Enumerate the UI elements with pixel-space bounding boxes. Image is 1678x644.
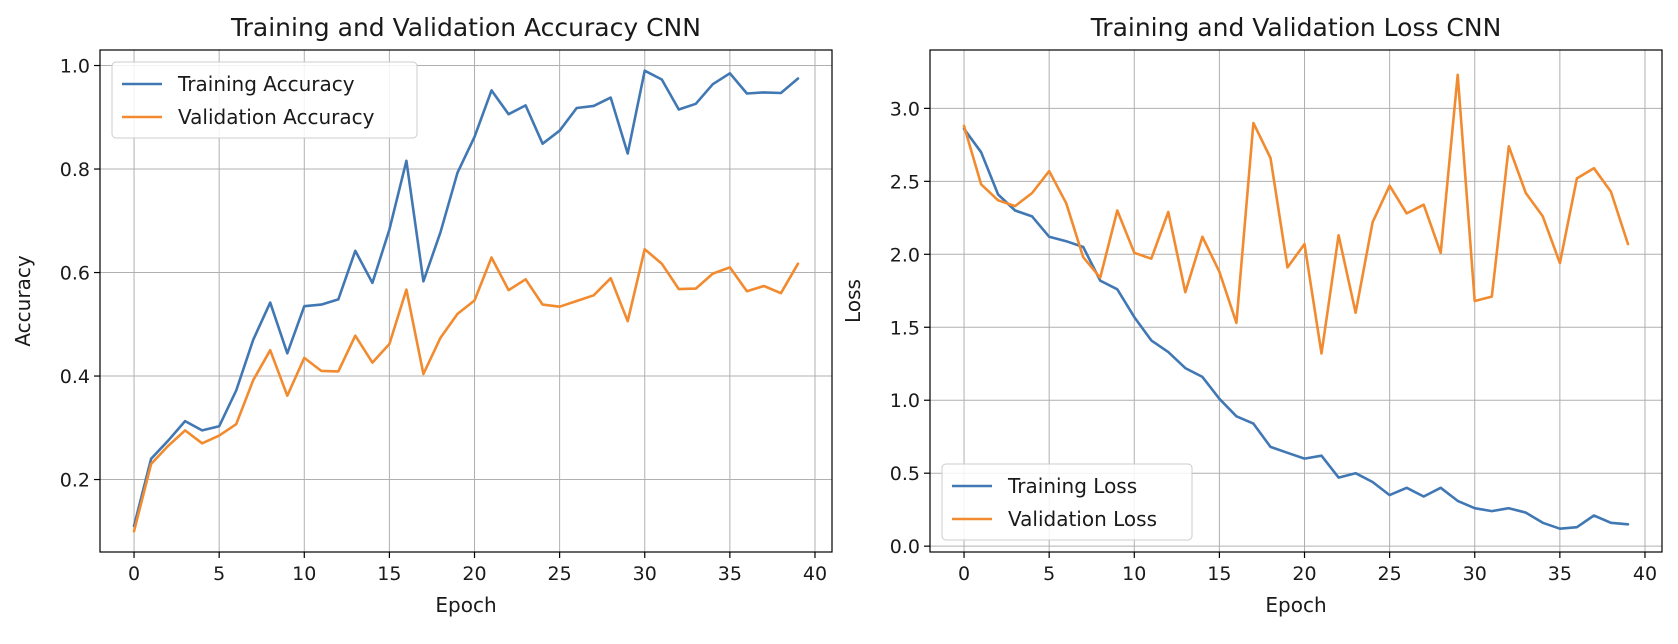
x-tick-label: 40 [1633, 563, 1657, 585]
legend-box [941, 463, 1193, 541]
x-tick-label: 35 [718, 563, 742, 585]
legend-label: Training Accuracy [177, 72, 355, 96]
x-tick-label: 25 [548, 563, 572, 585]
x-tick-label: 15 [377, 563, 401, 585]
legend: Training Accuracy Validation Accuracy [111, 61, 418, 139]
y-tick-label: 1.0 [890, 390, 920, 412]
legend: Training Loss Validation Loss [941, 463, 1193, 541]
y-axis-label: Accuracy [11, 255, 35, 346]
x-tick-label: 40 [803, 563, 827, 585]
x-tick-label: 15 [1207, 563, 1231, 585]
y-tick-label: 0.6 [60, 263, 90, 285]
x-tick-label: 20 [1292, 563, 1316, 585]
series-line-validation-loss [962, 73, 1630, 355]
x-tick-label: 5 [213, 563, 225, 585]
x-tick-label: 10 [292, 563, 316, 585]
plot-frame [99, 49, 833, 553]
x-tick-label: 30 [633, 563, 657, 585]
x-tick-label: 0 [128, 563, 140, 585]
x-tick-label: 5 [1043, 563, 1055, 585]
y-tick-label: 2.5 [890, 171, 920, 193]
x-axis-label: Epoch [435, 593, 496, 617]
legend-label: Training Loss [1007, 474, 1137, 498]
chart-title: Training and Validation Loss CNN [1090, 13, 1502, 42]
plot-frame [929, 49, 1663, 553]
y-tick-label: 0.2 [60, 470, 90, 492]
y-tick-label: 0.5 [890, 463, 920, 485]
y-tick-label: 0.4 [60, 366, 90, 388]
legend-box [111, 61, 418, 139]
y-tick-label: 2.0 [890, 244, 920, 266]
chart-2: 0 5 10 15 20 25 30 35 40 0.0 0.5 1.0 1.5 2.0 2.5 3.0 Tra… [841, 13, 1663, 617]
y-tick-label: 0.0 [890, 536, 920, 558]
chart-title: Training and Validation Accuracy CNN [230, 13, 701, 42]
x-tick-label: 0 [958, 563, 970, 585]
x-tick-label: 20 [462, 563, 486, 585]
y-tick-label: 0.8 [60, 159, 90, 181]
legend-label: Validation Accuracy [178, 105, 375, 129]
chart-1: 0 5 10 15 20 25 30 35 40 0.2 0.4 0.6 0.8 1.0 Training … [11, 13, 833, 617]
y-tick-label: 3.0 [890, 98, 920, 120]
legend-label: Validation Loss [1008, 507, 1157, 531]
y-tick-label: 1.0 [60, 56, 90, 78]
series-line-validation-accuracy [132, 247, 800, 533]
y-axis-label: Loss [841, 279, 865, 323]
y-tick-label: 1.5 [890, 317, 920, 339]
x-axis-label: Epoch [1265, 593, 1326, 617]
series-line-training-accuracy [132, 69, 800, 528]
series-line-training-loss [962, 127, 1630, 531]
x-tick-label: 10 [1122, 563, 1146, 585]
x-tick-label: 35 [1548, 563, 1572, 585]
x-tick-label: 25 [1378, 563, 1402, 585]
x-tick-label: 30 [1463, 563, 1487, 585]
